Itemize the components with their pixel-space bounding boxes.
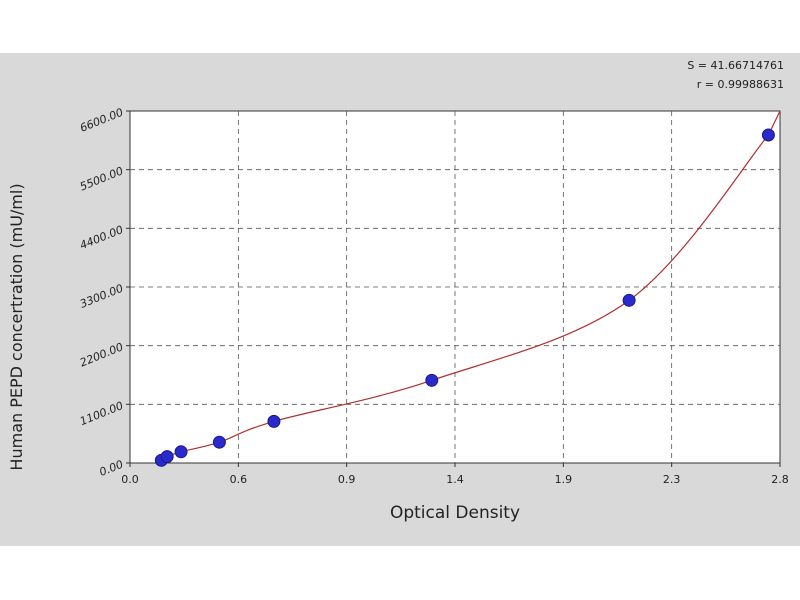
y-tick-label: 3300.00: [78, 282, 125, 311]
x-tick-label: 0.0: [121, 473, 139, 486]
x-tick-label: 2.8: [771, 473, 789, 486]
x-tick-label: 1.9: [555, 473, 573, 486]
y-tick-label: 5500.00: [78, 164, 125, 193]
data-point: [622, 293, 636, 307]
y-tick-label: 4400.00: [78, 223, 125, 252]
y-tick-label: 1100.00: [78, 399, 125, 428]
chart-panel: S = 41.66714761 r = 0.99988631 0.0 0.6 0.9…: [0, 53, 800, 546]
data-point: [267, 414, 281, 428]
standard-curve-chart: 0.0 0.6 0.9 1.4 1.9 2.3 2.80.001100.002200.003…: [7, 106, 789, 523]
x-tick-label: 0.9: [338, 473, 356, 486]
data-point: [174, 445, 188, 459]
x-tick-label: 2.3: [663, 473, 681, 486]
y-tick-label: 6600.00: [78, 106, 125, 135]
x-axis-label: Optical Density: [390, 503, 520, 523]
data-point: [425, 373, 439, 387]
x-tick-label: 0.6: [230, 473, 248, 486]
y-axis-label: Human PEPD concertration (mU/ml): [7, 183, 26, 470]
y-tick-label: 2200.00: [78, 340, 125, 369]
x-tick-label: 1.4: [446, 473, 464, 486]
fit-s-value: S = 41.66714761: [687, 59, 784, 72]
data-point: [160, 450, 174, 464]
data-point: [212, 435, 226, 449]
data-point: [761, 128, 775, 142]
fit-r-value: r = 0.99988631: [696, 78, 784, 91]
